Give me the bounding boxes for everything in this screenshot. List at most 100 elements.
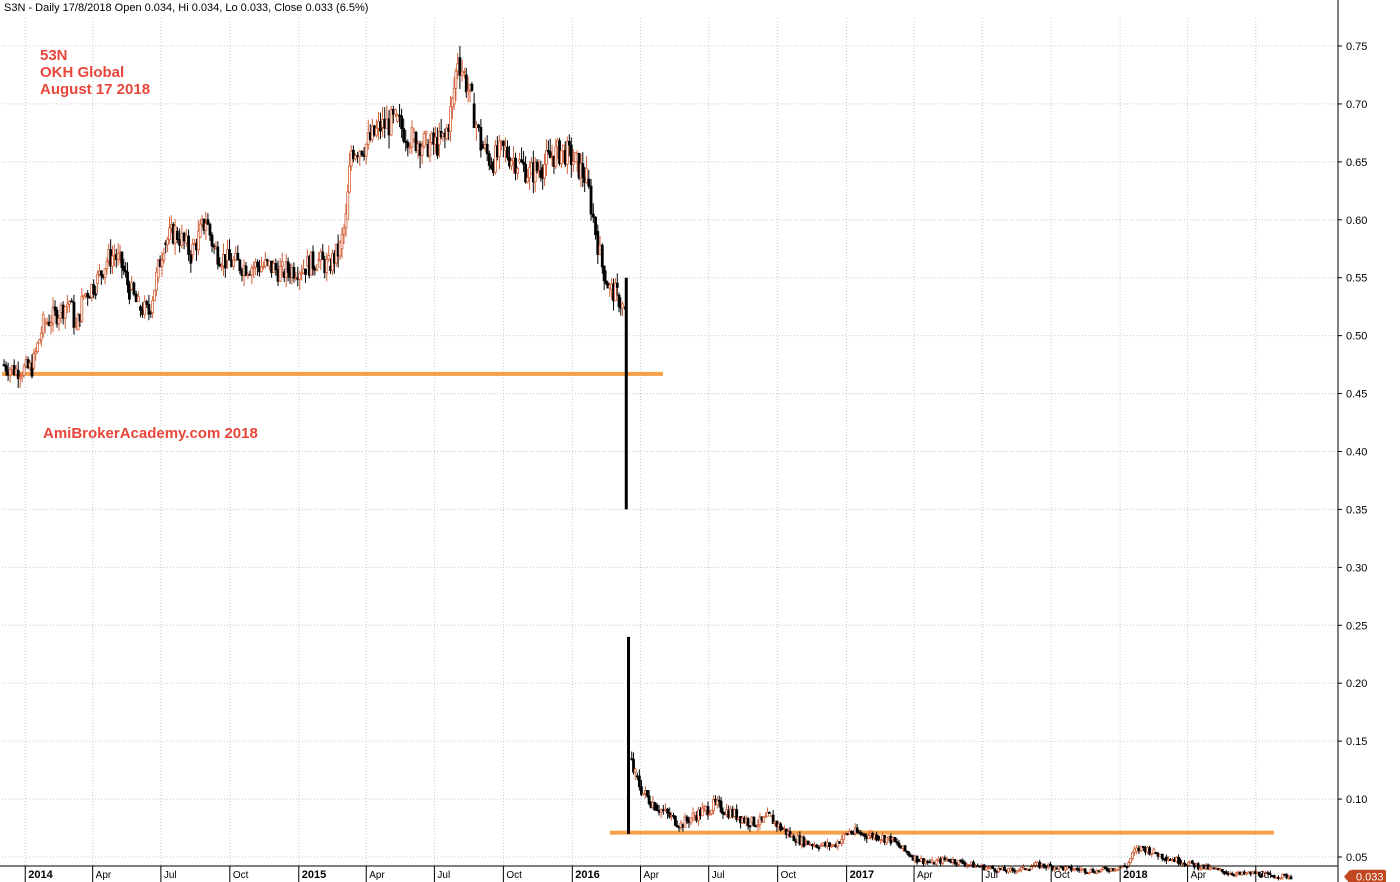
candle-body	[984, 867, 988, 871]
candle-body	[449, 106, 452, 132]
candle-body	[545, 149, 548, 165]
candle-body	[963, 862, 967, 867]
candle-body	[937, 858, 940, 861]
candle-body	[196, 230, 200, 251]
candle-body	[823, 842, 827, 847]
x-tick-label: 2014	[28, 869, 53, 881]
candle-body	[470, 83, 474, 91]
candle-body	[16, 369, 20, 380]
candle-body	[594, 216, 597, 236]
candle-body	[70, 300, 74, 303]
candle-body	[143, 301, 147, 316]
candle-body	[706, 806, 710, 816]
candle-body	[510, 160, 513, 167]
candle-body	[354, 155, 357, 160]
candle-body	[232, 259, 236, 268]
candle-body	[972, 861, 975, 868]
candle-body	[657, 810, 661, 813]
candle-body	[1036, 861, 1039, 866]
candle-body	[76, 313, 80, 331]
candle-body	[96, 273, 99, 284]
candle-body	[154, 271, 158, 291]
candle-body	[1139, 846, 1143, 852]
candle-body	[4, 365, 8, 372]
candle-body	[30, 362, 34, 377]
grid-layer	[2, 18, 1338, 882]
x-tick-label: 2017	[850, 869, 874, 881]
candle-body	[147, 303, 151, 315]
x-tick-label: Jul	[712, 870, 725, 881]
candle-body	[63, 306, 67, 319]
candle-body	[1030, 866, 1033, 870]
candle-body	[919, 858, 923, 862]
company-label: OKH Global	[40, 64, 124, 81]
x-tick-label: Apr	[1191, 870, 1207, 881]
candle-body	[1150, 852, 1154, 855]
candle-body	[524, 163, 527, 183]
candle-body	[168, 227, 171, 240]
candle-body	[708, 813, 712, 816]
candle-body	[567, 140, 571, 146]
candle-body	[1019, 866, 1023, 871]
candle-body	[602, 265, 606, 282]
candle-body	[466, 89, 470, 93]
x-tick-label: Jul	[1259, 870, 1272, 881]
candle-body	[358, 150, 362, 158]
candle-body	[420, 146, 424, 156]
candle-body	[1224, 871, 1228, 874]
candle-body	[1083, 868, 1087, 873]
x-tick-label: Jul	[985, 870, 998, 881]
candle-body	[472, 103, 476, 129]
x-tick-label: Apr	[917, 870, 933, 881]
candle-body	[779, 823, 783, 831]
candle-body	[92, 284, 96, 295]
candle-body	[1115, 869, 1119, 872]
candle-body	[94, 293, 98, 296]
candle-body	[180, 232, 184, 246]
candle-body	[924, 861, 928, 865]
candle-body	[216, 246, 220, 265]
candle-body	[111, 255, 114, 267]
candle-body	[338, 242, 342, 257]
candle-body	[162, 253, 166, 261]
candle-body	[548, 151, 552, 159]
candle-body	[571, 161, 575, 165]
candle-body	[276, 269, 280, 282]
candle-body	[82, 294, 86, 298]
candle-body	[250, 267, 254, 276]
candle-body	[808, 844, 812, 846]
y-tick-label: 0.70	[1346, 99, 1367, 111]
candle-body	[236, 252, 240, 261]
candle-body	[39, 332, 43, 341]
candle-body	[80, 296, 84, 322]
candle-body	[596, 230, 600, 255]
candle-body	[1135, 847, 1139, 852]
candle-body	[178, 239, 182, 246]
candle-body	[1129, 858, 1133, 863]
candle-body	[543, 163, 546, 179]
candle-body	[600, 244, 604, 268]
y-tick-label: 0.75	[1346, 41, 1367, 53]
candle-body	[34, 350, 38, 354]
candle-body	[721, 811, 725, 815]
candle-body	[581, 163, 585, 178]
candle-body	[953, 859, 957, 864]
candle-body	[342, 227, 346, 235]
candle-body	[1051, 865, 1054, 870]
candle-body	[561, 144, 565, 152]
candle-body	[1238, 871, 1242, 875]
candle-body	[8, 369, 12, 376]
candle-body	[116, 253, 120, 260]
candle-body	[462, 70, 466, 73]
x-tick-label: Oct	[233, 870, 249, 881]
candle-body	[668, 812, 672, 818]
candle-body	[560, 150, 563, 165]
candle-body	[464, 74, 468, 93]
y-tick-label: 0.15	[1346, 736, 1367, 748]
candle-body	[762, 816, 766, 823]
candle-body	[280, 261, 284, 267]
candle-body	[385, 118, 389, 129]
candle-body	[915, 855, 919, 863]
candle-body	[422, 133, 426, 148]
